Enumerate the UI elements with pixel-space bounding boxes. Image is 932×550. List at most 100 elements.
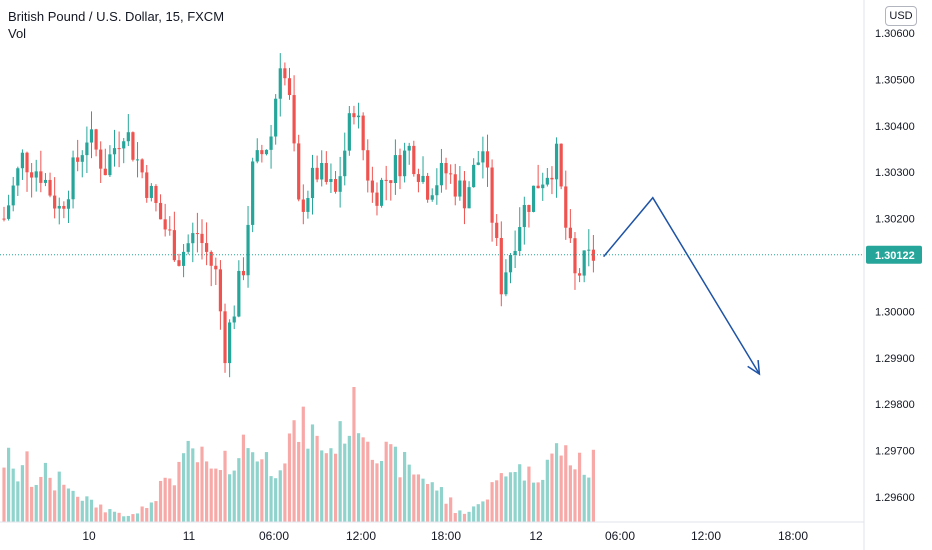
volume-bar <box>228 474 232 522</box>
volume-bar <box>361 437 365 522</box>
candle-body <box>518 227 522 251</box>
volume-bar <box>191 448 195 522</box>
candle-body <box>458 180 462 197</box>
candle-body <box>426 175 430 200</box>
volume-bar <box>495 480 499 522</box>
candle-body <box>435 185 439 196</box>
candle-body <box>34 171 38 178</box>
volume-bar <box>11 468 15 522</box>
candle-body <box>403 150 407 177</box>
volume-bar <box>89 499 94 522</box>
candle-body <box>7 205 11 219</box>
volume-bar <box>149 502 153 522</box>
volume-bar <box>481 501 485 522</box>
volume-bar <box>439 487 444 522</box>
volume-bar <box>472 506 476 522</box>
candle-body <box>237 270 241 317</box>
candle-body <box>168 229 172 231</box>
volume-bar <box>85 496 89 522</box>
candle-body <box>324 163 328 182</box>
volume-bar <box>20 465 25 522</box>
volume-bar <box>158 480 163 522</box>
currency-badge[interactable]: USD <box>885 6 917 26</box>
volume-bar <box>25 451 29 522</box>
volume-bar <box>131 514 135 522</box>
candle-body <box>370 180 374 193</box>
time-tick-label: 10 <box>82 529 96 543</box>
candle-body <box>508 254 513 273</box>
volume-bar <box>57 471 61 522</box>
price-tick-label: 1.29600 <box>875 492 915 504</box>
candle-body <box>416 174 421 182</box>
candle-body <box>310 167 315 199</box>
volume-bar <box>62 484 66 522</box>
volume-bar <box>476 504 480 522</box>
candle-body <box>347 113 351 151</box>
candle-body <box>513 250 517 255</box>
volume-bar <box>297 441 301 522</box>
time-tick-label: 12 <box>529 529 543 543</box>
volume-bar <box>458 510 462 522</box>
candle-body <box>131 132 135 160</box>
candle-body <box>287 78 292 96</box>
volume-bar <box>541 479 545 522</box>
volume-bar <box>407 464 411 522</box>
candle-body <box>384 179 388 181</box>
volume-bar <box>490 482 494 522</box>
volume-bar <box>582 474 586 522</box>
volume-bar <box>246 448 250 522</box>
volume-bar <box>545 459 549 522</box>
candle-body <box>554 143 559 180</box>
time-tick-label: 06:00 <box>259 529 289 543</box>
volume-bar <box>449 497 453 522</box>
volume-bar <box>181 453 186 522</box>
volume-bar <box>398 477 402 522</box>
volume-bar <box>274 478 278 522</box>
volume-bar <box>16 481 20 522</box>
volume-bar <box>122 516 126 522</box>
volume-bar <box>338 421 342 522</box>
volume-bar <box>329 448 333 522</box>
price-tick-label: 1.29700 <box>875 446 915 458</box>
volume-bar <box>462 513 467 522</box>
candle-body <box>149 185 153 198</box>
candle-body <box>76 157 80 162</box>
volume-bar <box>292 420 296 522</box>
candle-body <box>559 143 563 187</box>
projection-line <box>603 196 761 375</box>
time-tick-label: 06:00 <box>605 529 635 543</box>
candle-body <box>103 168 107 176</box>
candle-body <box>329 179 333 182</box>
candle-body <box>439 162 444 186</box>
candle-body <box>495 222 499 238</box>
price-tick-label: 1.29800 <box>875 399 915 411</box>
volume-bar <box>301 406 305 522</box>
candle-body <box>292 95 296 144</box>
candle-body <box>582 250 586 276</box>
candle-body <box>145 172 149 198</box>
candle-body <box>20 152 25 169</box>
candle-body <box>379 179 384 206</box>
candle-body <box>89 129 94 143</box>
volume-bar <box>527 466 531 522</box>
time-tick-label: 11 <box>183 529 196 543</box>
time-tick-label: 12:00 <box>691 529 721 543</box>
candles-layer <box>0 53 864 378</box>
symbol-title: British Pound / U.S. Dollar, 15, FXCM <box>8 9 225 24</box>
candle-body <box>85 142 89 156</box>
candle-body <box>191 233 195 244</box>
candle-body <box>361 115 365 151</box>
candle-body <box>122 141 126 149</box>
candle-body <box>481 151 485 163</box>
candle-body <box>472 164 476 188</box>
candle-body <box>541 184 545 189</box>
candle-body <box>186 243 190 252</box>
volume-bar <box>577 452 582 522</box>
volume-bar <box>333 453 338 522</box>
candle-body <box>453 174 457 197</box>
volume-bar <box>7 447 11 522</box>
candle-body <box>522 204 526 228</box>
candle-body <box>338 176 342 192</box>
